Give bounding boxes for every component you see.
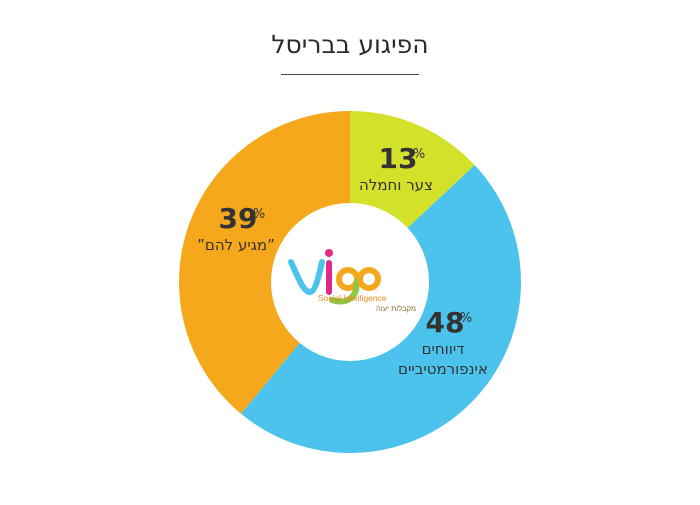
percent-sign-deserved-it: % — [253, 207, 265, 222]
logo-i-dot — [325, 249, 333, 257]
category-label-informative-reports-line-2: אינפורמטיביים — [398, 360, 488, 378]
logo-o-ring — [357, 267, 381, 291]
category-label-informative-reports-line-1: דיווחים — [422, 340, 465, 358]
percent-sign-sympathy: % — [413, 147, 425, 162]
slice-labels: 13% צער וחמלה 48% דיווחים אינפורמטיביים 39% ”מ… — [197, 142, 488, 378]
category-label-sympathy: צער וחמלה — [359, 176, 433, 194]
chart-title: הפיגוע בבריסל — [271, 30, 429, 59]
value-label-deserved-it: 39 — [219, 202, 258, 235]
category-label-deserved-it: ”מגיע להם” — [197, 236, 275, 254]
donut-center — [271, 203, 429, 361]
slice-deserved-it — [178, 111, 350, 414]
vigo-logo: Social Intelligence מקבלות יעוה — [288, 249, 416, 313]
logo-v-mark — [288, 259, 325, 296]
logo-tagline: Social Intelligence — [318, 293, 387, 303]
logo-g-tail — [329, 278, 360, 305]
value-label-sympathy: 13 — [379, 142, 418, 175]
percent-sign-informative-reports: % — [460, 311, 472, 326]
value-label-informative-reports: 48 — [426, 306, 465, 339]
title-underline — [281, 74, 419, 75]
logo-subtitle: מקבלות יעוה — [376, 304, 416, 313]
